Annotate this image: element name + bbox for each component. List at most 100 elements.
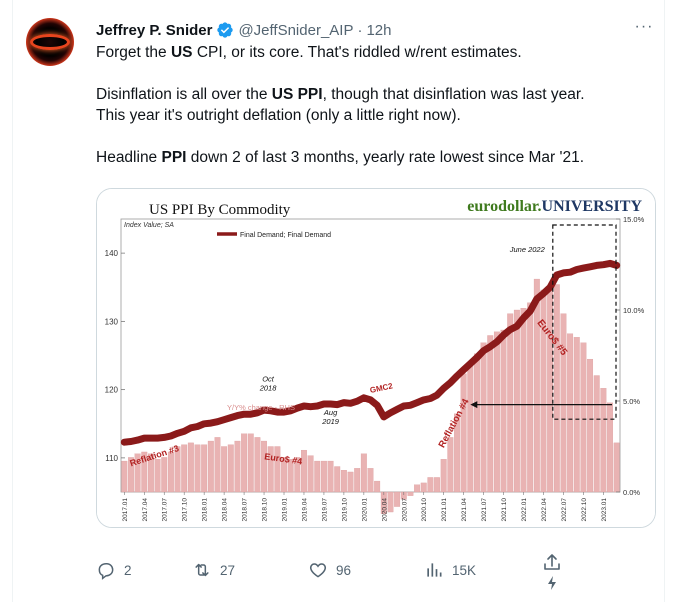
retweet-count: 27 <box>220 562 236 578</box>
x-tick-label: 2017.04 <box>142 498 149 522</box>
x-tick-label: 2017.01 <box>122 498 129 522</box>
like-count: 96 <box>336 562 352 578</box>
yoy-bar <box>234 440 241 493</box>
yoy-bar <box>527 302 534 493</box>
yoy-bar <box>460 373 467 493</box>
yoy-bar <box>607 402 613 493</box>
verified-badge-icon[interactable] <box>216 21 234 39</box>
yoy-bar <box>261 440 267 493</box>
legend-line-label: Final Demand; Final Demand <box>240 232 331 239</box>
yoy-bar <box>493 331 500 493</box>
yoy-bar <box>247 433 254 493</box>
yoy-bar <box>274 446 281 493</box>
x-tick-label: 2021.07 <box>481 498 488 522</box>
yoy-bar <box>587 358 594 493</box>
right-tick-label: 0.0% <box>623 488 640 497</box>
action-bar: 2 27 96 15K <box>96 560 564 584</box>
yoy-bar <box>367 468 374 493</box>
retweet-icon <box>195 563 209 577</box>
yoy-bar <box>227 444 234 493</box>
yoy-bar <box>427 477 434 493</box>
x-tick-label: 2017.07 <box>162 498 169 522</box>
left-tick-label: 140 <box>105 249 119 258</box>
final-demand-line <box>120 259 621 446</box>
brand-university: UNIVERSITY <box>542 198 643 215</box>
author-name[interactable]: Jeffrey P. Snider <box>96 21 213 39</box>
left-tick-label: 110 <box>105 454 118 463</box>
right-tick-label: 5.0% <box>623 397 640 406</box>
like-button[interactable]: 96 <box>308 560 351 580</box>
x-tick-label: 2018.01 <box>202 498 209 522</box>
x-tick-label: 2019.07 <box>321 498 328 522</box>
yoy-bar <box>254 437 261 493</box>
ppi-chart: US PPI By Commodity eurodollar.UNIVERSIT… <box>97 189 655 527</box>
yoy-bar <box>420 482 427 493</box>
yoy-bar <box>613 442 620 493</box>
yoy-bar <box>207 440 214 493</box>
highlight-box <box>552 224 617 420</box>
yoy-bar <box>327 460 334 493</box>
yoy-bar <box>147 453 154 493</box>
yoy-bar <box>294 457 301 493</box>
yoy-bar <box>454 413 460 493</box>
yoy-bar <box>161 457 168 493</box>
author-handle[interactable]: @JeffSnider_AIP <box>238 21 354 39</box>
yoy-bar <box>360 453 367 493</box>
x-tick-label: 2021.01 <box>441 498 448 522</box>
tweet-paragraph-1: Forget the US CPI, or its core. That's r… <box>96 44 522 61</box>
yoy-bar <box>507 313 514 493</box>
yoy-bar <box>600 388 607 493</box>
column-border-right <box>664 0 665 602</box>
bar-series-label: Y/Y% change - RHS <box>227 403 295 412</box>
yoy-bar <box>340 470 347 493</box>
yoy-bar <box>320 460 327 493</box>
yoy-bar <box>434 477 440 493</box>
yoy-bar <box>487 335 494 493</box>
reply-button[interactable]: 2 <box>96 560 132 580</box>
yoy-bar <box>533 278 540 493</box>
retweet-button[interactable]: 27 <box>192 560 235 580</box>
right-tick-label: 15.0% <box>623 215 645 224</box>
yoy-bar <box>387 491 394 513</box>
x-tick-label: 2017.10 <box>182 498 189 522</box>
tweet-text: Forget the US CPI, or its core. That's r… <box>96 42 656 189</box>
yoy-bar <box>167 451 174 493</box>
yoy-bar <box>474 353 480 493</box>
yoy-bar <box>500 329 507 493</box>
chart-brand: eurodollar.UNIVERSITY <box>467 198 642 215</box>
column-border-left <box>12 0 13 602</box>
x-tick-label: 2019.10 <box>341 498 348 522</box>
more-dots-icon[interactable]: ··· <box>634 18 654 35</box>
views-button[interactable]: 15K <box>424 560 476 580</box>
yoy-bar <box>214 437 221 493</box>
yoy-bar <box>414 484 421 493</box>
yoy-bar <box>307 455 314 493</box>
timestamp[interactable]: 12h <box>366 21 392 39</box>
yoy-bar <box>467 364 474 493</box>
left-tick-label: 120 <box>105 386 119 395</box>
annotation-oct-2018-year: 2018 <box>259 383 278 392</box>
annotation-aug-2019-year: 2019 <box>321 417 340 426</box>
yoy-bar <box>440 459 447 493</box>
x-tick-label: 2022.10 <box>581 498 588 522</box>
yoy-bar <box>480 342 487 493</box>
yoy-bar <box>407 491 414 496</box>
yoy-bar <box>374 480 381 493</box>
yoy-bar <box>314 460 321 493</box>
tweet-media-image[interactable]: US PPI By Commodity eurodollar.UNIVERSIT… <box>96 188 656 528</box>
yoy-bar <box>394 491 401 507</box>
share-icon <box>544 554 560 570</box>
yoy-bar <box>593 375 600 493</box>
x-tick-label: 2021.04 <box>461 498 468 522</box>
yoy-bar <box>267 446 274 493</box>
x-tick-label: 2018.07 <box>242 498 249 522</box>
x-tick-label: 2022.04 <box>541 498 548 522</box>
y-axis-label: Index Value; SA <box>124 222 174 229</box>
arrow-head <box>470 401 478 409</box>
x-tick-label: 2020.01 <box>361 498 368 522</box>
avatar-ring <box>30 34 70 50</box>
share-button[interactable] <box>542 552 562 592</box>
avatar[interactable] <box>26 18 74 66</box>
yoy-bar <box>520 308 527 493</box>
